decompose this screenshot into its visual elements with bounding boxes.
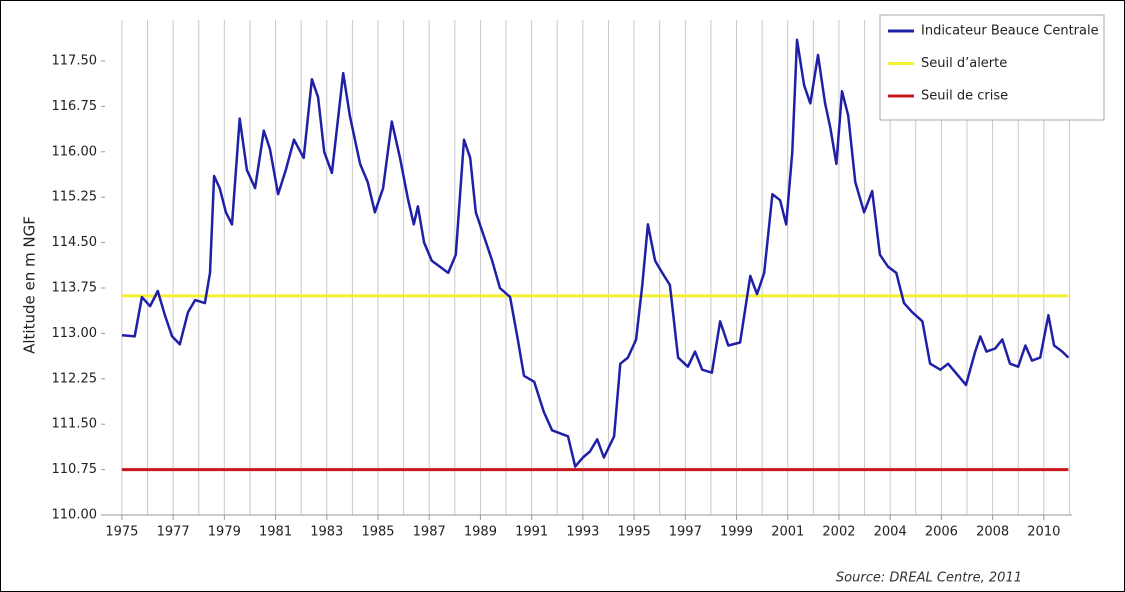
x-tick-label: 1999	[720, 525, 753, 540]
x-tick-label: 1989	[464, 525, 497, 540]
y-tick-label: 115.25	[52, 190, 98, 205]
x-tick-label: 2008	[976, 525, 1009, 540]
data-line	[121, 38, 1070, 468]
y-tick-label: 112.25	[52, 371, 98, 386]
x-tick-label: 1981	[259, 525, 292, 540]
legend-label: Seuil de crise	[921, 89, 1008, 104]
y-tick-label: 117.50	[52, 54, 98, 69]
x-tick-label: 1983	[310, 525, 343, 540]
y-tick-label: 113.75	[52, 281, 98, 296]
x-tick-label: 1991	[515, 525, 548, 540]
x-tick-label: 2002	[822, 525, 855, 540]
x-tick-label: 1993	[566, 525, 599, 540]
x-tick-label: 1995	[618, 525, 651, 540]
x-tick-label: 1975	[105, 525, 138, 540]
legend-label: Indicateur Beauce Centrale	[921, 24, 1099, 39]
legend-label: Seuil d’alerte	[921, 56, 1007, 71]
y-axis-label: Altitude en m NGF	[21, 216, 39, 354]
y-tick-label: 116.00	[52, 144, 98, 159]
x-tick-label: 1979	[208, 525, 241, 540]
x-tick-label: 2004	[874, 525, 907, 540]
x-tick-label: 2001	[771, 525, 804, 540]
y-tick-label: 116.75	[52, 99, 98, 114]
y-tick-label: 110.00	[52, 508, 98, 523]
x-tick-label: 1987	[413, 525, 446, 540]
source: Source: DREAL Centre, 2011	[836, 571, 1022, 586]
x-tick-label: 1977	[157, 525, 190, 540]
y-tick-label: 110.75	[52, 462, 98, 477]
y-tick-label: 111.50	[52, 417, 98, 432]
y-tick-label: 113.00	[52, 326, 98, 341]
x-tick-label: 1997	[669, 525, 702, 540]
legend-box	[879, 14, 1105, 121]
x-tick-label: 1985	[361, 525, 394, 540]
x-tick-label: 2006	[925, 525, 958, 540]
y-tick-label: 114.50	[52, 235, 98, 250]
x-tick-label: 2010	[1027, 525, 1060, 540]
